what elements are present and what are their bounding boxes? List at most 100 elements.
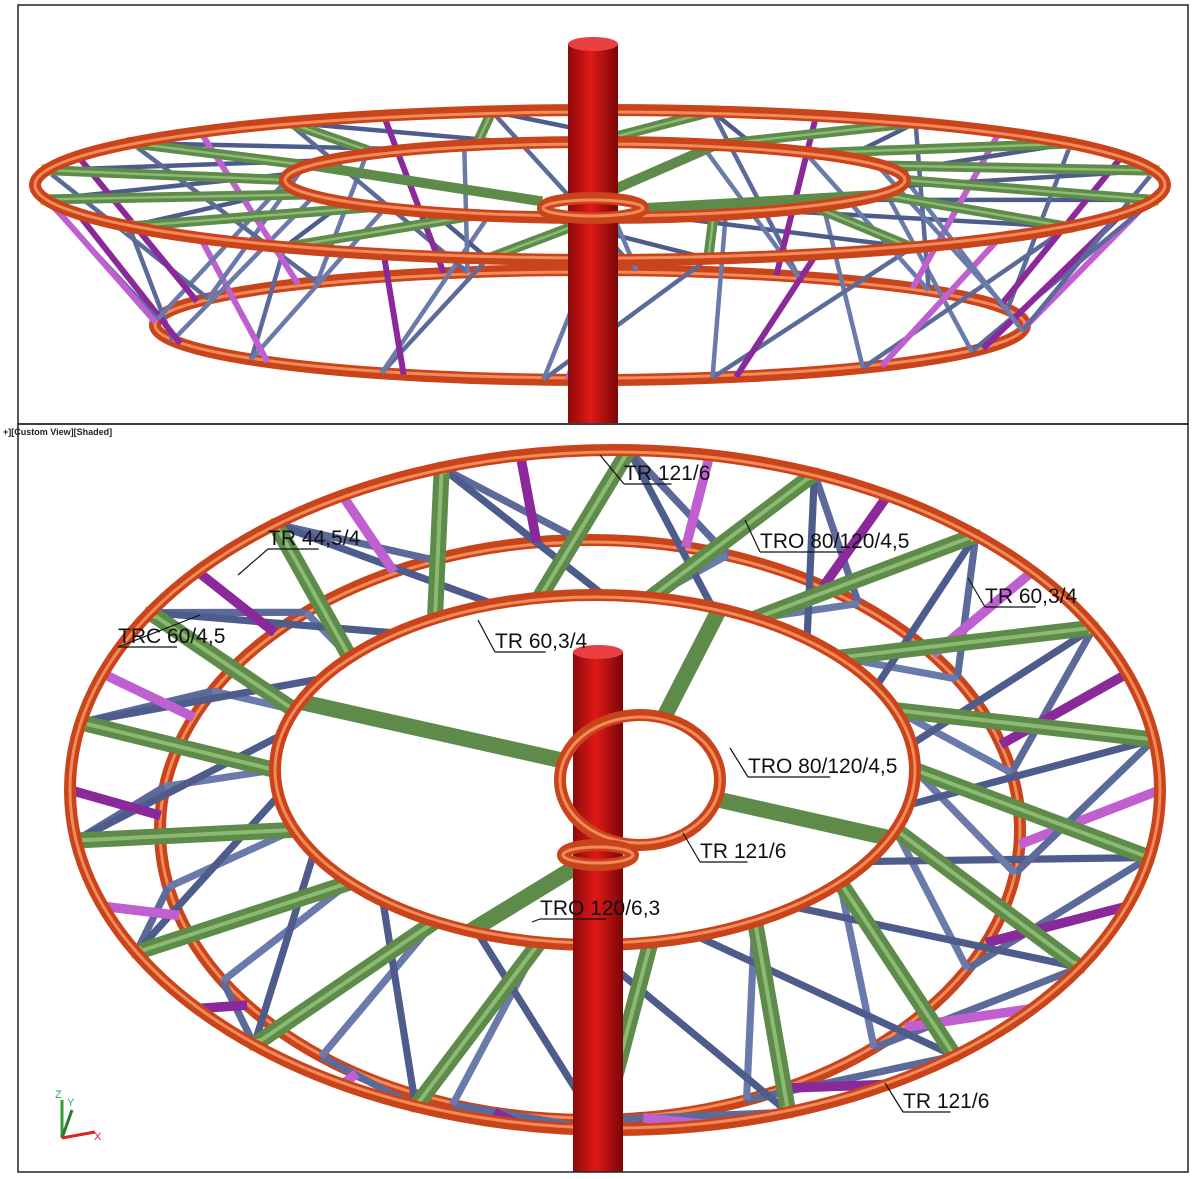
y-label: Y [67,1097,75,1109]
green-beam [298,694,566,769]
blue-member [793,903,1081,971]
x-label: X [94,1131,102,1143]
annotation-label: TR 121/6 [700,840,786,863]
blue-member [626,447,731,558]
blue-member [907,736,1155,809]
green-beam-edge [914,768,1150,860]
leader-line [967,577,986,608]
green-beam-edge [414,941,542,1108]
green-beam-edge [45,193,309,201]
blue-member [894,707,1014,777]
green-beam [637,189,881,214]
blue-member [710,214,728,378]
green-beam [308,160,544,207]
purple-member [515,454,542,544]
viewport-border [17,423,1189,1173]
blue-member [286,120,469,274]
green-beam-edge [131,141,309,167]
blue-member [892,828,971,971]
purple-member [100,669,196,722]
green-beam-edge [649,471,816,600]
green-beam-edge [753,921,791,1113]
blue-member [250,852,318,1046]
blue-member [155,180,287,321]
leader-line [531,918,541,923]
annotation-label: TR 60,3/4 [495,630,588,653]
green-beam-edge [75,827,295,843]
annotation-label: TRO 120/6,3 [540,897,660,920]
blue-member [219,979,258,1047]
green-beam-edge [433,467,444,619]
green-beam-edge [287,121,377,155]
green-beam-edge [273,523,352,659]
leader-line [477,619,496,653]
annotation-label: TRO 80/120/4,5 [760,530,909,553]
blue-member [439,464,606,598]
blue-member [873,533,979,689]
ring-highlight [541,198,645,218]
green-beam [602,140,718,199]
blue-member [166,826,296,891]
blue-member [625,448,716,609]
annotations: TR 121/6 TRO 80/120/4,5 TR 44,5/4 TR 60,3/4… [117,454,1078,1113]
x-axis [61,1130,96,1140]
green-beam-edge [80,720,276,772]
leader-line [117,614,201,648]
purple-member [681,453,715,549]
annotation-label: TRC 60/4,5 [118,625,225,648]
leader-line [729,747,749,778]
green-beam-edge [881,164,1155,172]
blue-member [170,194,316,343]
purple-member [380,253,407,376]
leader-line [744,519,761,553]
purple-member [1017,785,1162,849]
blue-member [130,141,319,284]
blue-member [694,932,957,1060]
annotation-label: TR 121/6 [903,1090,989,1113]
green-beam-edge [839,625,1095,660]
green-beam-edge [904,178,1154,202]
blue-member [821,205,866,369]
blue-member [912,767,1018,877]
green-beam-edge [895,708,1155,742]
purple-member [380,114,447,275]
purple-member [879,236,1002,368]
green-beam-edge [253,919,437,1047]
blue-member [711,245,914,380]
blue-member [1012,736,1157,877]
green-beam-edge [838,881,957,1058]
green-beam-edge [148,610,296,712]
bottom-viewport[interactable] [64,444,1166,1172]
axis-triad: Z Y X [55,1089,102,1143]
annotation-label: TR 44,5/4 [268,527,361,550]
annotation-label: TR 60,3/4 [985,585,1078,608]
green-beam-edge [706,214,715,259]
green-beam-edge [135,880,351,955]
pole [568,44,618,423]
blue-member [953,534,980,680]
pole-top [573,645,623,659]
green-beam-edge [881,193,1069,229]
purple-member [75,211,183,346]
pole-top [568,37,618,51]
blue-member [44,168,210,301]
purple-member [102,901,180,921]
viewport-label[interactable]: +][Custom View][Shaded] [3,427,112,437]
leader-line [884,1082,904,1113]
blue-member [379,900,420,1107]
blue-member [74,731,284,844]
green-beam-edge [128,205,376,228]
blue-member [803,473,818,640]
green-beam-edge [813,205,913,249]
blue-member [133,793,282,955]
green-beam-edge [284,213,477,249]
green-beam [714,791,892,846]
leader-line [599,454,625,485]
y-axis [60,1109,74,1139]
purple-member [194,567,278,637]
green-beam [656,605,727,722]
top-viewport[interactable] [29,37,1171,423]
green-beam-edge [814,142,1071,155]
purple-member [733,252,819,379]
blue-member [861,225,1070,370]
